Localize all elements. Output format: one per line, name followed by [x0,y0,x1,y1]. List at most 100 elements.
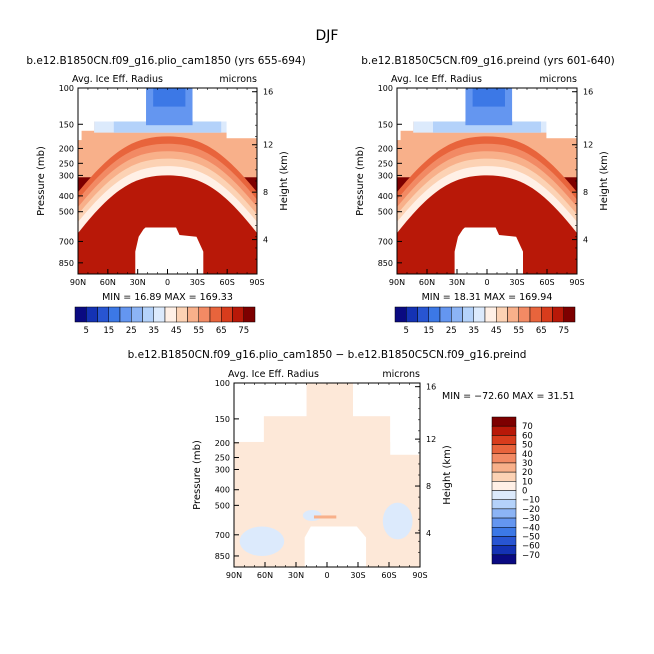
colorbar-swatch [496,306,508,323]
x-tick-label: 30N [449,278,465,287]
colorbar-label: 35 [148,326,159,336]
map-panel-2: b.e12.B1850C5CN.f09_g16.preind (yrs 601-… [355,55,615,336]
figure-title: DJF [316,28,339,44]
colorbar-label: −40 [522,523,540,533]
colorbar-swatch [491,554,517,565]
blank-upper-right [192,88,257,122]
y-tick-label: 400 [59,192,74,201]
x-tick-label: 0 [324,571,329,580]
y-tick-label: 200 [215,439,230,448]
colorbar-swatch [507,306,519,323]
terrain-mask [304,526,367,567]
panel-subtitle-right: microns [219,74,257,85]
colorbar-swatch [491,453,517,464]
x-tick-label: 60N [257,571,273,580]
x-tick-label: 90S [412,571,427,580]
colorbar-label: 5 [404,326,409,336]
heatmap-field [234,383,420,567]
colorbar-swatch [491,444,517,454]
colorbar-label: −10 [522,496,540,506]
colorbar-swatch [97,306,109,323]
y-tick-label: 300 [215,465,230,474]
y-tick-label: 850 [378,259,393,268]
y2-axis-label: Height (km) [599,151,610,211]
colorbar-label: 70 [522,422,533,432]
blank-upper-left [78,88,147,122]
colorbar-label: 0 [522,487,527,497]
colorbar-label: 20 [522,468,533,478]
colorbar-swatch [491,490,517,500]
x-tick-label: 0 [165,278,170,287]
colorbar-swatch [108,306,121,323]
colorbar-label: 50 [522,441,533,451]
panel-stats: MIN = −72.60 MAX = 31.51 [442,391,575,402]
x-tick-label: 30N [130,278,146,287]
panel-title: b.e12.B1850C5CN.f09_g16.preind (yrs 601-… [361,55,614,67]
x-tick-label: 90N [70,278,86,287]
colorbar-label: −50 [522,532,540,542]
blank-edge-left [78,128,82,141]
y-tick-label: 700 [59,237,74,246]
y-tick-label: 200 [59,144,74,153]
heatmap-field [78,88,257,274]
y-tick-label: 250 [215,454,230,463]
colorbar-label: 55 [193,326,204,336]
colorbar-label: 45 [171,326,182,336]
y-tick-label: 700 [378,237,393,246]
colorbar-swatch [491,536,517,546]
colorbar-label: 55 [513,326,524,336]
colorbar-swatch [209,306,222,323]
colorbar-swatch [187,306,199,323]
terrain-mask [454,227,523,274]
map-panel-3: b.e12.B1850CN.f09_g16.plio_cam1850 − b.e… [128,349,575,580]
colorbar-label: 65 [216,326,227,336]
y-tick-label: 200 [378,144,393,153]
blank-mid-right [390,416,420,455]
band-cap-mid [113,119,222,133]
y2-tick-label: 8 [426,482,431,491]
y-tick-label: 100 [215,379,230,388]
colorbar-swatch [119,306,132,323]
colorbar-label: 25 [126,326,137,336]
speck [544,262,548,266]
x-tick-label: 30N [288,571,304,580]
colorbar-swatch [74,306,87,323]
panel-stats: MIN = 18.31 MAX = 169.94 [422,292,553,303]
y-tick-label: 850 [215,552,230,561]
diff-pos-streak [313,515,337,519]
colorbar-swatch [221,306,233,323]
x-tick-label: 60S [381,571,396,580]
y-tick-label: 500 [59,208,74,217]
y-tick-label: 500 [378,208,393,217]
colorbar-swatch [428,306,441,323]
colorbar-label: 5 [84,326,89,336]
colorbar-swatch [232,306,244,323]
colorbar-label: −20 [522,505,540,515]
colorbar-swatch [142,306,154,323]
colorbar-swatch [491,425,517,436]
x-tick-label: 90S [569,278,584,287]
panel-title: b.e12.B1850CN.f09_g16.plio_cam1850 − b.e… [128,349,527,361]
blank-upper-left [397,88,466,122]
blank-mid-left [234,416,264,442]
blank-upper-right [353,383,420,417]
panel-subtitle-right: microns [539,74,577,85]
band-cap-core-top [153,88,186,107]
colorbar-swatch [491,435,517,445]
terrain-mask [135,227,204,274]
y-tick-label: 500 [215,501,230,510]
y-axis-label: Pressure (mb) [192,440,203,510]
colorbar-swatch [529,306,542,323]
blank-upper-left [234,383,307,417]
y-tick-label: 300 [59,171,74,180]
y-tick-label: 100 [59,84,74,93]
colorbar-label: 15 [423,326,434,336]
y-tick-label: 150 [215,415,230,424]
colorbar-swatch [552,306,564,323]
colorbar-label: 65 [536,326,547,336]
y-axis-label: Pressure (mb) [355,146,366,216]
colorbar-swatch [131,306,143,323]
y-tick-label: 400 [378,192,393,201]
contour-band [397,175,577,274]
colorbar-swatch [491,471,517,482]
